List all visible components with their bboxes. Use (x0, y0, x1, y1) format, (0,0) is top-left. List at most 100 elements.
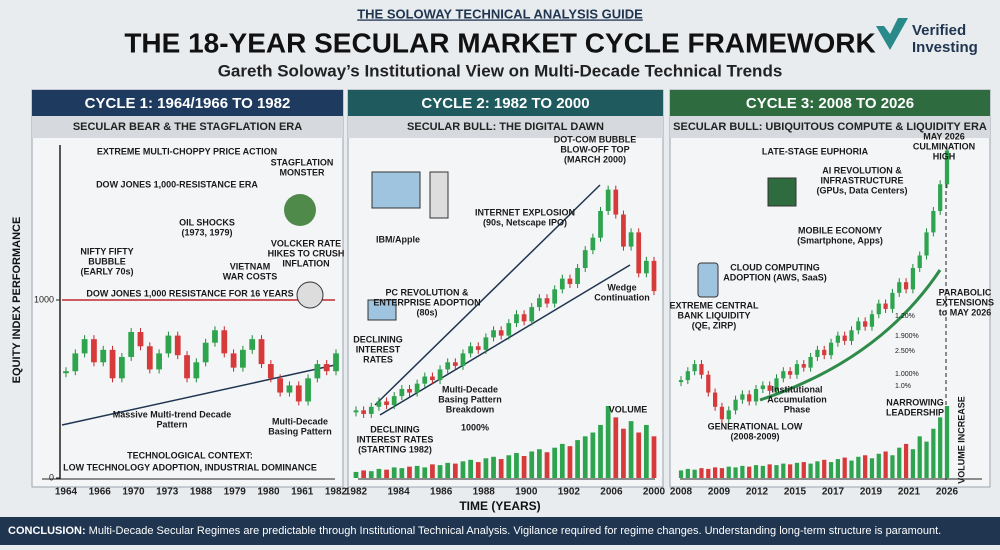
candle (924, 232, 929, 256)
panel-subheader (348, 116, 663, 138)
logo: Verified Investing (876, 18, 978, 56)
x-tick-label: 1982 (345, 487, 368, 498)
volume-bar (422, 467, 428, 478)
annotation: 1000% (461, 422, 489, 432)
x-tick-label: 1970 (122, 487, 145, 498)
annotation: HIGH (933, 151, 956, 161)
candle (876, 303, 881, 315)
x-tick-label: 1964 (55, 487, 78, 498)
candle (944, 150, 950, 185)
x-tick-label: 1973 (156, 487, 179, 498)
subtitle: Gareth Soloway’s Institutional View on M… (218, 61, 783, 80)
annotation: CLOUD COMPUTING (730, 262, 820, 272)
annotation: OIL SHOCKS (179, 217, 235, 227)
x-tick-label: 2006 (600, 487, 623, 498)
candle (651, 260, 657, 292)
x-tick-label: 2009 (708, 487, 731, 498)
panel-subheader (32, 116, 343, 138)
volume-bar (808, 463, 813, 478)
volume-bar (740, 465, 745, 478)
annotation: (EARLY 70s) (80, 266, 133, 276)
y-axis-label: EQUITY INDEX PERFORMANCE (11, 217, 23, 384)
volume-bar (794, 462, 800, 478)
volume-bar (506, 455, 512, 478)
candle (621, 214, 626, 247)
kicker: THE SOLOWAY TECHNICAL ANALYSIS GUIDE (357, 6, 643, 21)
volume-bar (613, 417, 619, 478)
annotation: NIFTY FIFTY (80, 246, 133, 256)
candle (452, 362, 458, 366)
annotation: DOW JONES 1,000 RESISTANCE FOR 16 YEARS (86, 288, 293, 298)
candle (514, 314, 519, 324)
annotation: TECHNOLOGICAL CONTEXT: (127, 450, 253, 460)
annotation: CULMINATION (913, 141, 975, 151)
logo-text: Verified (912, 22, 966, 39)
annotation: Institutional (772, 384, 823, 394)
annotation: Wedge (607, 282, 636, 292)
trend-line (61, 364, 336, 426)
volume-bar (910, 449, 916, 478)
candle (165, 335, 172, 354)
annotation: DECLINING (353, 334, 403, 344)
panel-header (348, 90, 663, 116)
candle (314, 364, 321, 379)
candle (598, 211, 603, 238)
panel-header (670, 90, 990, 116)
annotation: (80s) (416, 307, 437, 317)
volume-bar (760, 465, 765, 478)
annotation: DOT-COM BUBBLE (554, 134, 637, 144)
annotation: ENTERPRISE ADOPTION (373, 297, 480, 307)
x-tick-label: 1902 (558, 487, 581, 498)
candle (760, 385, 765, 389)
candle (361, 410, 367, 414)
footer-label: CONCLUSION: (8, 525, 86, 537)
candle (100, 349, 107, 363)
candle (286, 385, 293, 393)
volume-bar (582, 436, 588, 478)
computer-icon (429, 171, 449, 219)
candle (903, 282, 909, 290)
annotation: (GPUs, Data Centers) (816, 185, 907, 195)
ai-icon (767, 177, 797, 207)
panel-title: CYCLE 2: 1982 TO 2000 (421, 95, 589, 112)
candle (938, 184, 943, 211)
candle (305, 378, 311, 402)
volume-bar (726, 466, 731, 478)
volume-bar (399, 468, 405, 478)
candle (212, 330, 218, 343)
panel (669, 89, 991, 488)
volume-bar (651, 436, 657, 478)
candle (118, 356, 125, 379)
volume-bar (890, 455, 895, 478)
panel-title: CYCLE 3: 2008 TO 2026 (746, 95, 914, 112)
volume-bar (685, 468, 690, 478)
candle (856, 321, 861, 331)
volume-bar (514, 452, 519, 478)
candle (628, 232, 634, 247)
candle (537, 298, 542, 308)
candle (422, 376, 428, 384)
volume-bar (849, 460, 854, 478)
candle (81, 339, 88, 354)
candle (460, 353, 466, 366)
x-axis-label: TIME (YEARS) (459, 499, 540, 513)
volume-bar (856, 456, 861, 478)
candle (483, 337, 489, 350)
panels: CYCLE 1: 1964/1966 TO 1982 SECULAR BEAR &… (31, 89, 994, 498)
annotation: VOLCKER RATE (271, 238, 341, 248)
candle (498, 330, 504, 336)
candle (430, 376, 435, 381)
candle (559, 278, 565, 290)
candle (240, 349, 246, 368)
x-tick-label: 2012 (746, 487, 769, 498)
annotation: WAR COSTS (223, 271, 278, 281)
candle (267, 364, 274, 379)
volume-bar (801, 462, 806, 478)
candle (774, 378, 779, 391)
annotation: MONSTER (280, 167, 326, 177)
candle (63, 371, 69, 374)
candle (353, 410, 359, 413)
candle (842, 335, 847, 341)
annotation: HIKES TO CRUSH (268, 248, 345, 258)
annotation: BLOW-OFF TOP (560, 144, 629, 154)
